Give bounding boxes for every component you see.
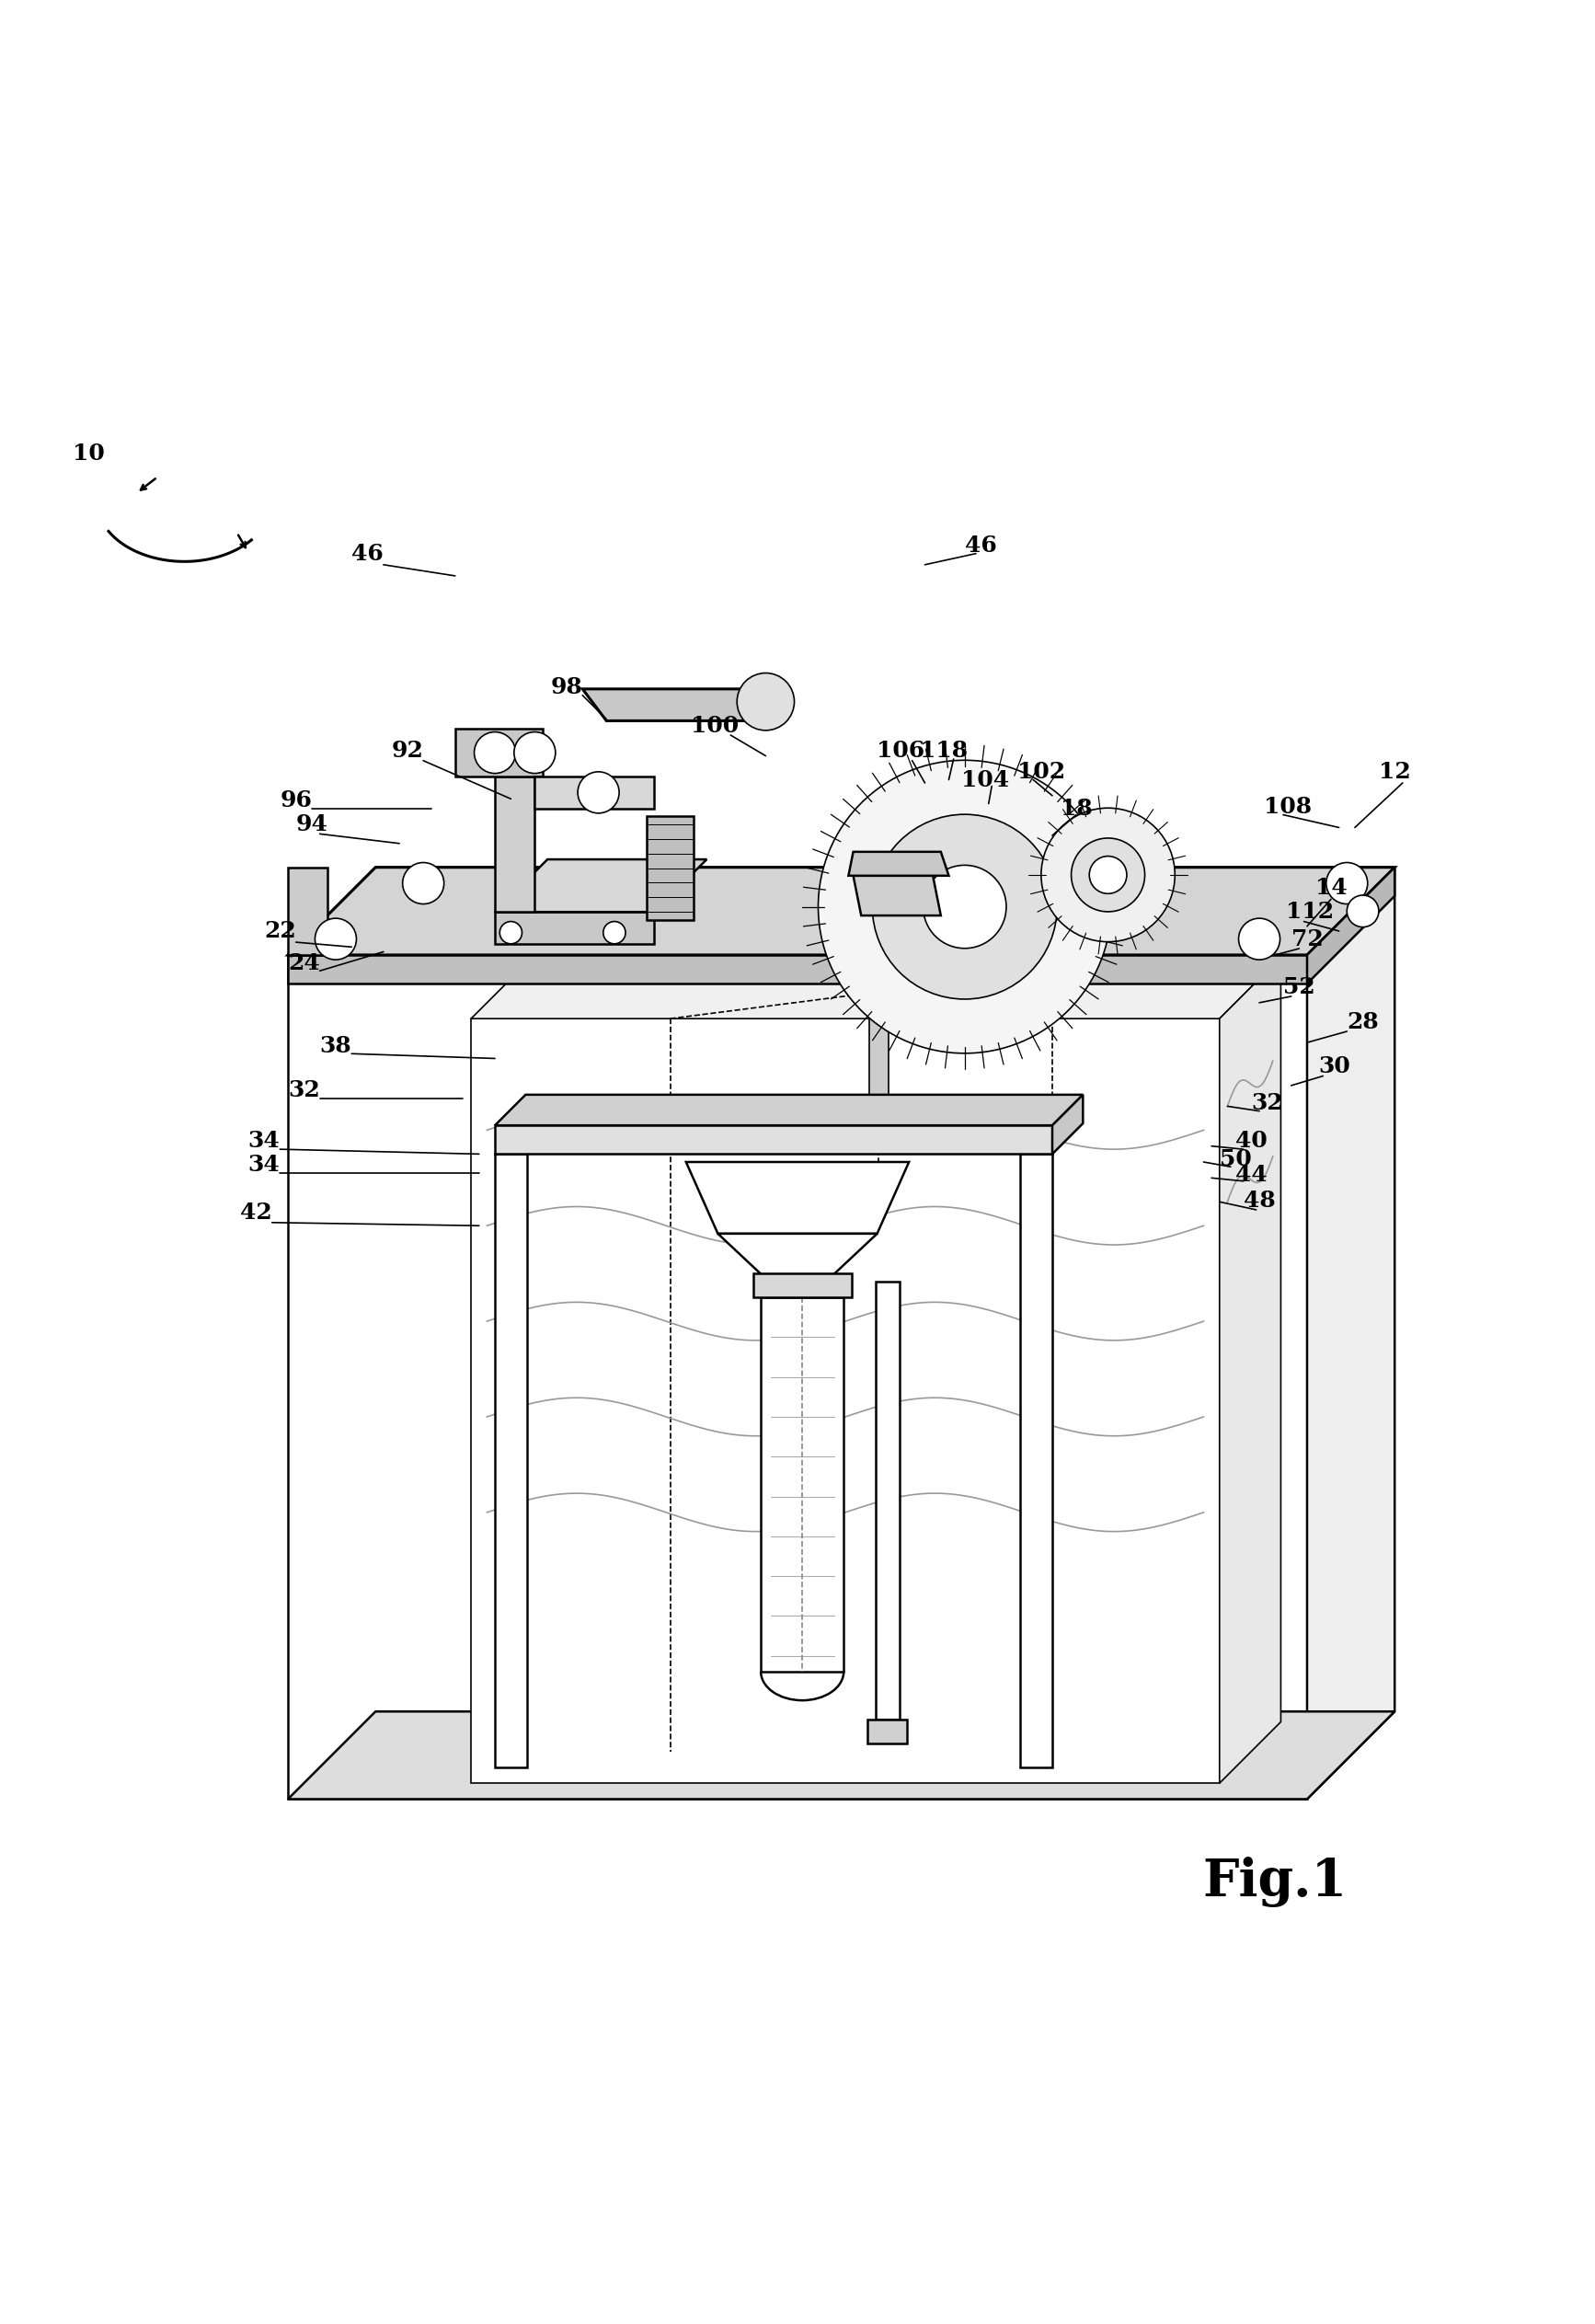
Polygon shape [753,1274,852,1297]
Polygon shape [1220,957,1281,1783]
Text: 106: 106 [877,739,925,762]
Polygon shape [534,776,654,809]
Text: 10: 10 [73,442,105,465]
Circle shape [1072,839,1145,911]
Text: 104: 104 [962,769,1010,790]
Text: 28: 28 [1346,1011,1378,1032]
Text: 32: 32 [287,1078,321,1102]
Text: 32: 32 [1252,1092,1284,1113]
Polygon shape [494,860,707,911]
Circle shape [818,760,1112,1053]
Polygon shape [761,1297,844,1671]
Circle shape [1089,855,1126,895]
Polygon shape [646,816,694,920]
Polygon shape [494,1155,526,1766]
Text: 14: 14 [1314,876,1346,899]
Text: 108: 108 [1263,795,1313,818]
Polygon shape [868,1720,908,1743]
Polygon shape [718,1234,877,1281]
Polygon shape [289,955,1306,983]
Text: 40: 40 [1236,1129,1268,1153]
Text: 44: 44 [1236,1164,1268,1185]
Text: 118: 118 [920,739,968,762]
Polygon shape [289,955,1306,1799]
Text: 102: 102 [1018,760,1065,783]
Polygon shape [1053,1095,1083,1155]
Polygon shape [289,867,327,955]
Circle shape [872,813,1057,999]
Circle shape [1346,895,1378,927]
Text: 30: 30 [1317,1055,1349,1078]
Text: 18: 18 [1061,797,1093,820]
Circle shape [314,918,356,960]
Polygon shape [455,730,542,776]
Text: 52: 52 [1282,976,1316,997]
Circle shape [603,923,625,944]
Text: Fig.1: Fig.1 [1203,1857,1348,1908]
Text: 34: 34 [249,1129,281,1153]
Circle shape [924,865,1006,948]
Circle shape [1325,862,1367,904]
Circle shape [737,674,794,730]
Polygon shape [494,776,534,911]
Polygon shape [686,1162,909,1234]
Text: 98: 98 [550,676,582,700]
Polygon shape [849,853,949,876]
Text: 46: 46 [351,541,383,565]
Circle shape [499,923,522,944]
Polygon shape [1306,867,1394,1799]
Circle shape [402,862,443,904]
Text: 112: 112 [1286,902,1335,923]
Circle shape [577,772,619,813]
Text: 96: 96 [279,790,313,811]
Text: 50: 50 [1220,1148,1252,1169]
Polygon shape [494,1125,1053,1155]
Text: 48: 48 [1244,1190,1276,1211]
Text: 34: 34 [249,1155,281,1176]
Text: 72: 72 [1290,927,1324,951]
Polygon shape [494,911,654,944]
Circle shape [1239,918,1281,960]
Text: 38: 38 [319,1034,351,1057]
Text: 22: 22 [265,920,297,941]
Polygon shape [869,955,888,1125]
Text: 100: 100 [691,713,738,737]
Text: 46: 46 [965,535,997,558]
Polygon shape [876,1281,900,1720]
Polygon shape [471,957,1281,1018]
Text: 92: 92 [391,739,423,762]
Polygon shape [289,867,1394,955]
Circle shape [474,732,515,774]
Text: 12: 12 [1378,760,1410,783]
Polygon shape [1306,867,1394,983]
Text: 42: 42 [241,1202,273,1225]
Circle shape [1042,809,1176,941]
Polygon shape [471,1018,1220,1783]
Text: 24: 24 [287,953,321,974]
Polygon shape [853,876,941,916]
Text: 94: 94 [295,813,329,834]
Polygon shape [494,1095,1083,1125]
Circle shape [514,732,555,774]
Polygon shape [289,1710,1394,1799]
Polygon shape [1021,1155,1053,1766]
Polygon shape [289,867,1394,955]
Polygon shape [582,688,782,720]
